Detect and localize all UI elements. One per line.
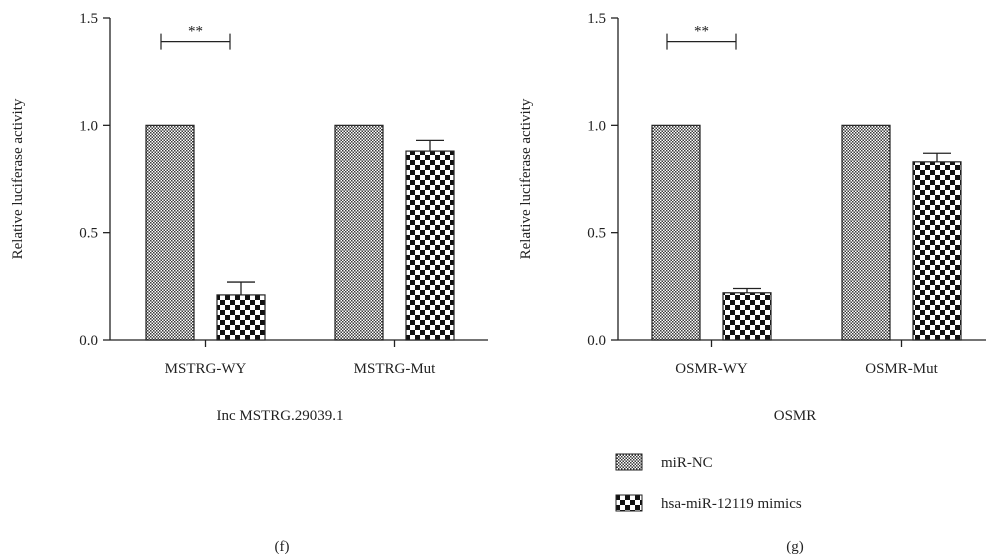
- panel-g-bar-mimics-1: [722, 292, 772, 341]
- panel-f-sig-label: **: [188, 24, 203, 40]
- panel-f-x-tick-label: MSTRG-Mut: [354, 361, 437, 377]
- panel-g-y-tick-label: 1.0: [587, 118, 606, 134]
- panel-g-label: (g): [786, 539, 804, 554]
- panel-f-error-bars: [227, 139, 444, 295]
- panel-g-y-tick-label: 1.5: [587, 11, 606, 27]
- panel-g-x-tick-label: OSMR-WY: [675, 361, 748, 377]
- panel-f-bars: [145, 124, 455, 341]
- panel-f-bar-mir-nc-2: [334, 124, 384, 341]
- panel-f-bar-mimics-2: [405, 150, 455, 341]
- legend-swatch-mir-nc: [615, 453, 643, 471]
- panel-g-bar-mir-nc-1: [651, 124, 701, 341]
- legend-swatch-mimics: [615, 494, 643, 512]
- panel-g-bars: [651, 124, 962, 341]
- panel-g-group-title: OSMR: [774, 408, 817, 424]
- panel-f-label: (f): [275, 539, 290, 554]
- panel-g-y-tick-label: 0.5: [587, 226, 606, 242]
- legend: miR-NC hsa-miR-12119 mimics: [615, 453, 802, 512]
- panel-g-y-ticks: 0.0 0.5 1.0 1.5: [587, 11, 618, 349]
- panel-g-bar-mimics-2: [912, 161, 962, 341]
- panel-f-y-tick-label: 1.5: [79, 11, 98, 27]
- panel-g-significance: **: [666, 24, 737, 50]
- legend-item-mimics: hsa-miR-12119 mimics: [615, 494, 802, 512]
- panel-g-y-tick-label: 0.0: [587, 333, 606, 349]
- panel-g-sig-label: **: [694, 24, 709, 40]
- panel-g: 0.0 0.5 1.0 1.5 OSMR-WY OSMR-Mut ** Relative…: [518, 11, 986, 554]
- panel-f-y-ticks: 0.0 0.5 1.0 1.5: [79, 11, 110, 349]
- panel-f-significance: **: [160, 24, 231, 50]
- panel-f-x-tick-label: MSTRG-WY: [165, 361, 247, 377]
- legend-label-mir-nc: miR-NC: [661, 455, 713, 471]
- panel-f-y-tick-label: 0.5: [79, 226, 98, 242]
- legend-label-mimics: hsa-miR-12119 mimics: [661, 496, 802, 512]
- panel-g-bar-mir-nc-2: [841, 124, 891, 341]
- panel-g-x-ticks: OSMR-WY OSMR-Mut: [675, 340, 939, 377]
- panel-f-x-ticks: MSTRG-WY MSTRG-Mut: [165, 340, 437, 377]
- panel-f-y-tick-label: 0.0: [79, 333, 98, 349]
- panel-g-y-axis-label: Relative luciferase activity: [518, 98, 534, 259]
- panel-g-error-bars: [733, 152, 951, 293]
- panel-f-bar-mir-nc-1: [145, 124, 195, 341]
- panel-f-y-axis-label: Relative luciferase activity: [10, 98, 26, 259]
- panel-g-x-tick-label: OSMR-Mut: [865, 361, 938, 377]
- legend-item-mir-nc: miR-NC: [615, 453, 713, 471]
- panel-f-y-tick-label: 1.0: [79, 118, 98, 134]
- panel-f-group-title: Inc MSTRG.29039.1: [216, 408, 343, 424]
- panel-f: 0.0 0.5 1.0 1.5 MSTRG-WY MSTRG-Mut ** Relati…: [10, 11, 488, 554]
- panel-f-bar-mimics-1: [216, 294, 266, 341]
